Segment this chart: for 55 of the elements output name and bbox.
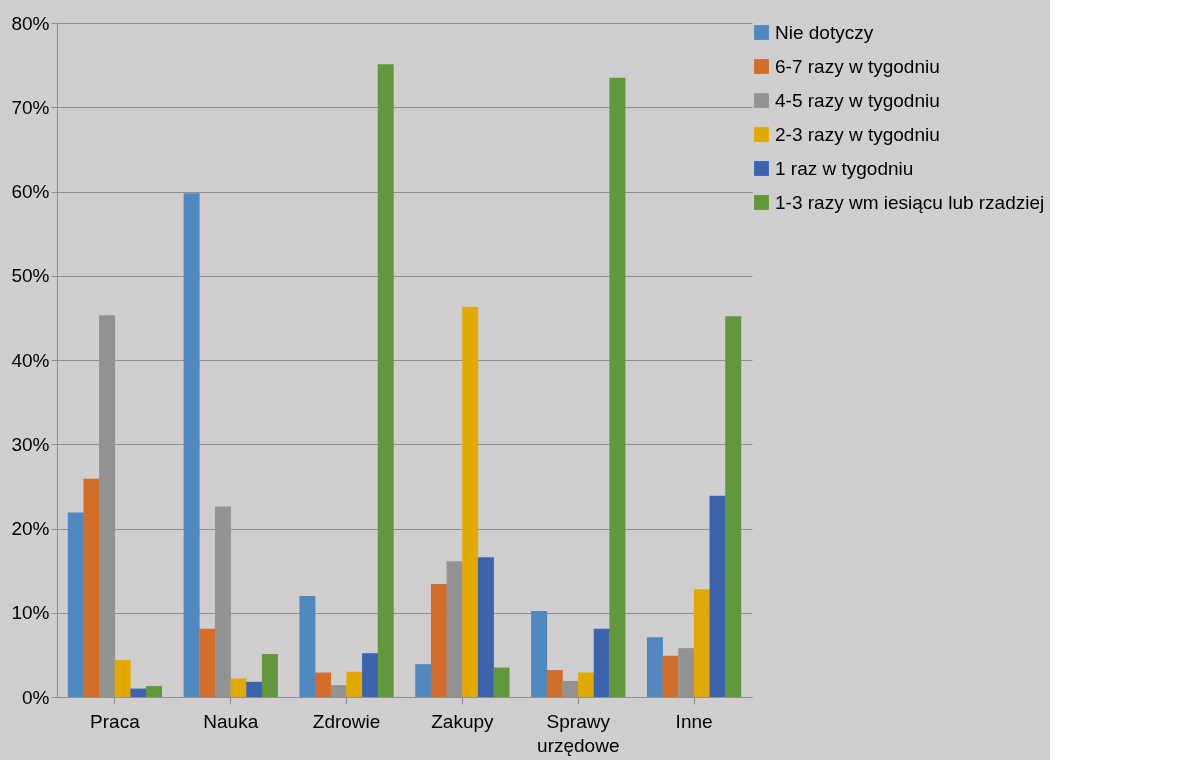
y-tick-label: 80% xyxy=(11,12,50,34)
bar xyxy=(346,671,363,697)
y-tick-label: 20% xyxy=(11,518,50,539)
bar xyxy=(725,316,742,697)
x-tick-label: Inne xyxy=(675,710,713,732)
bar xyxy=(362,653,379,697)
bar xyxy=(114,659,131,697)
bar xyxy=(593,628,610,697)
bar xyxy=(462,306,479,697)
bar xyxy=(130,688,147,697)
bar xyxy=(477,557,494,697)
bar xyxy=(415,664,432,697)
bar xyxy=(315,672,332,697)
bar xyxy=(299,595,316,697)
bar xyxy=(531,611,548,697)
bar xyxy=(199,628,216,697)
bar xyxy=(261,654,278,697)
legend-label: 2-3 razy w tygodniu xyxy=(775,123,940,145)
x-tick-label: Sprawy urzędowe xyxy=(537,710,620,756)
y-tick-label: 70% xyxy=(11,96,50,118)
bar xyxy=(330,685,347,697)
bar xyxy=(493,667,510,697)
bar xyxy=(578,672,595,697)
bar xyxy=(662,655,679,697)
y-tick-label: 50% xyxy=(11,265,50,287)
x-tick-label: Praca xyxy=(90,710,141,732)
bar xyxy=(430,584,447,697)
y-tick-label: 40% xyxy=(11,349,50,371)
y-tick-label: 10% xyxy=(11,602,50,624)
legend-label: 4-5 razy w tygodniu xyxy=(775,89,940,111)
y-tick-label: 30% xyxy=(11,433,50,455)
x-tick-label: Zdrowie xyxy=(312,710,381,732)
bar xyxy=(83,478,100,697)
bar xyxy=(230,678,247,697)
legend-label: 1-3 razy wm iesiącu lub rzadziej xyxy=(775,191,1045,213)
bar xyxy=(183,193,200,697)
bar xyxy=(546,670,563,697)
legend-label: Nie dotyczy xyxy=(775,21,874,43)
bar xyxy=(446,561,463,697)
legend-label: 6-7 razy w tygodniu xyxy=(775,55,940,77)
bar xyxy=(646,637,663,697)
bar xyxy=(246,681,263,697)
y-tick-label: 0% xyxy=(22,686,50,708)
bar xyxy=(678,648,695,697)
x-tick-label: Nauka xyxy=(203,710,259,732)
bar xyxy=(693,589,710,697)
bar xyxy=(377,64,394,697)
legend-label: 1 raz w tygodniu xyxy=(775,157,914,179)
bar xyxy=(609,77,626,697)
x-tick-label: Zakupy xyxy=(431,710,495,732)
bar xyxy=(67,512,84,697)
bar xyxy=(709,495,726,697)
y-tick-label: 60% xyxy=(11,181,50,202)
bar xyxy=(146,686,163,697)
bar xyxy=(562,680,579,697)
